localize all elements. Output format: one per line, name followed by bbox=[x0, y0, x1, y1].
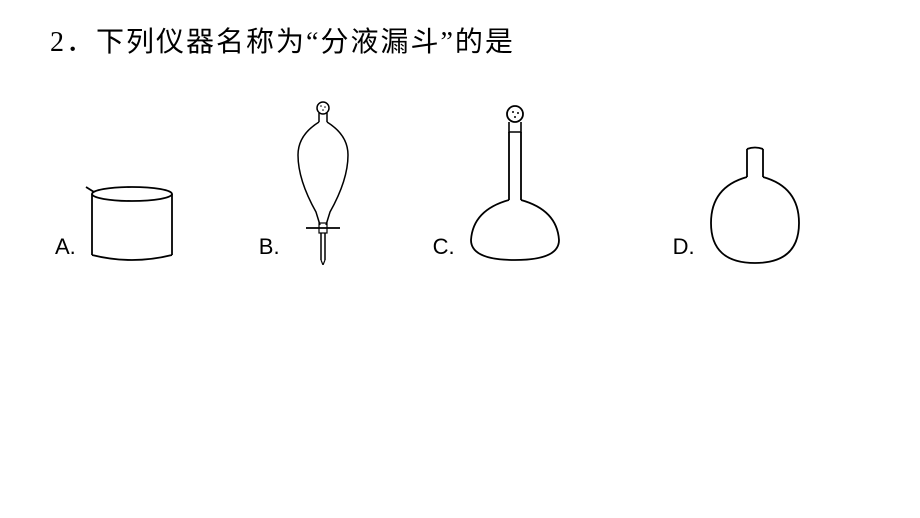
round-bottom-flask-icon bbox=[703, 145, 808, 265]
option-c-label: C. bbox=[433, 234, 455, 260]
question-text: 2．下列仪器名称为“分液漏斗”的是 bbox=[0, 20, 920, 60]
beaker-icon bbox=[84, 180, 179, 265]
question-number: 2． bbox=[50, 27, 96, 58]
options-row: A. B. bbox=[0, 100, 920, 265]
option-b-label: B. bbox=[259, 234, 280, 260]
question-content: 下列仪器名称为“分液漏斗”的是 bbox=[96, 27, 515, 58]
option-a: A. bbox=[55, 180, 179, 265]
option-d-label: D. bbox=[673, 234, 695, 260]
option-a-label: A. bbox=[55, 234, 76, 260]
volumetric-flask-icon bbox=[463, 105, 568, 265]
option-d: D. bbox=[673, 145, 808, 265]
separating-funnel-icon bbox=[288, 100, 358, 265]
option-c: C. bbox=[433, 105, 568, 265]
option-b: B. bbox=[259, 100, 358, 265]
